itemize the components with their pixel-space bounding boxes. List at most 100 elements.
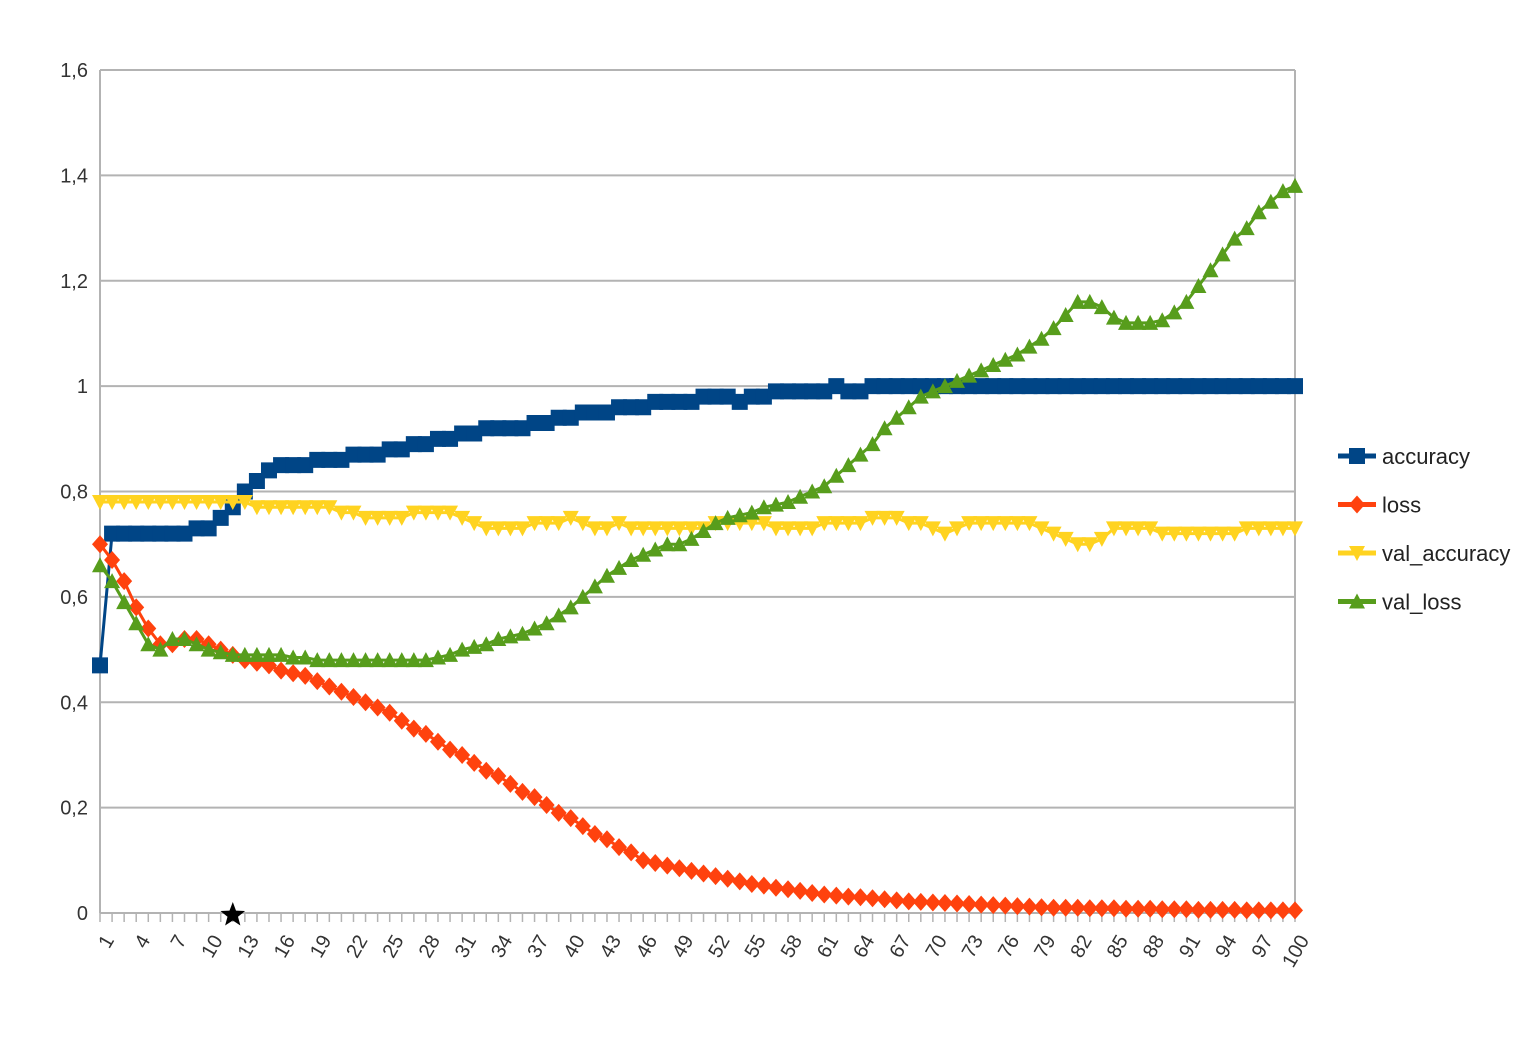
val-loss-point <box>526 620 543 636</box>
loss-point <box>1238 901 1255 920</box>
loss-point <box>876 890 893 909</box>
loss-point <box>140 619 157 638</box>
loss-point <box>1057 898 1074 917</box>
accuracy-point <box>128 525 145 542</box>
loss-point <box>985 896 1002 915</box>
val-accuracy-point <box>248 500 265 516</box>
accuracy-point <box>731 393 748 410</box>
loss-point <box>586 824 603 843</box>
val-loss-point <box>936 378 953 394</box>
loss-point <box>345 687 362 706</box>
accuracy-point <box>671 393 688 410</box>
x-tick-label: 4 <box>131 932 156 953</box>
val-loss-point <box>442 646 459 662</box>
x-axis: 1 4 7 10 13 16 19 22 25 28 31 34 37 40 43 46 49 52 55 58 61 6… <box>94 913 1314 971</box>
loss-point <box>1142 899 1159 918</box>
x-tick-label: 28 <box>415 932 445 962</box>
loss-point <box>755 876 772 895</box>
loss-point <box>912 892 929 911</box>
accuracy-point <box>598 404 615 421</box>
val-loss-point <box>200 641 217 657</box>
val-accuracy-point <box>128 495 145 511</box>
loss-point <box>671 859 688 878</box>
val-accuracy-point <box>357 510 374 526</box>
val-accuracy-point <box>188 495 205 511</box>
val-loss-point <box>164 631 181 647</box>
accuracy-point <box>1093 378 1110 395</box>
loss-point <box>1214 900 1231 919</box>
x-tick-label: 82 <box>1067 932 1097 962</box>
loss-point <box>973 895 990 914</box>
val-accuracy-point <box>309 500 326 516</box>
val-loss-point <box>116 594 133 610</box>
loss-point <box>1226 900 1243 919</box>
loss-point <box>707 867 724 886</box>
accuracy-point <box>683 393 700 410</box>
loss-point <box>1009 897 1026 916</box>
val-accuracy-point <box>1057 531 1074 547</box>
val-accuracy-point <box>152 495 169 511</box>
loss-point <box>1154 900 1171 919</box>
val-accuracy-point <box>1226 526 1243 542</box>
loss-point <box>695 864 712 883</box>
accuracy-point <box>164 525 181 542</box>
val-accuracy-point <box>442 505 459 521</box>
val-loss-point <box>707 515 724 531</box>
accuracy-point <box>1274 378 1291 395</box>
val-accuracy-point <box>840 516 857 532</box>
val-loss-point <box>1009 346 1026 362</box>
accuracy-point <box>538 415 555 432</box>
val-accuracy-point <box>973 516 990 532</box>
x-tick-label: 85 <box>1103 932 1133 962</box>
val-accuracy-point <box>586 521 603 537</box>
val-accuracy-point <box>466 516 483 532</box>
val-loss-point <box>731 507 748 523</box>
val-accuracy-point <box>1081 537 1098 553</box>
loss-point <box>405 719 422 738</box>
val-accuracy-point <box>526 516 543 532</box>
loss-point <box>381 703 398 722</box>
x-tick-label: 73 <box>958 932 988 962</box>
accuracy-point <box>1021 378 1038 395</box>
val-loss-point <box>973 362 990 378</box>
loss-line <box>98 543 1295 912</box>
x-tick-label: 97 <box>1248 932 1278 962</box>
accuracy-point <box>635 399 652 416</box>
val-loss-point <box>417 652 434 668</box>
val-accuracy-point <box>1287 521 1303 537</box>
loss-point <box>647 853 664 872</box>
val-accuracy-point <box>792 521 809 537</box>
val-loss-point <box>1057 306 1074 322</box>
accuracy-point <box>1214 378 1231 395</box>
x-tick-label: 100 <box>1278 932 1314 972</box>
loss-point <box>767 878 784 897</box>
val-accuracy-point <box>574 516 591 532</box>
val-loss-point <box>574 588 591 604</box>
accuracy-point <box>1202 378 1219 395</box>
x-tick-label: 55 <box>741 932 771 962</box>
accuracy-point <box>248 472 265 489</box>
val-accuracy-point <box>1105 521 1122 537</box>
val-accuracy-point <box>321 500 338 516</box>
x-tick-label: 16 <box>270 932 300 962</box>
val-loss-point <box>949 372 966 388</box>
accuracy-point <box>550 409 567 426</box>
val-accuracy-point <box>345 505 362 521</box>
val-loss-point <box>695 523 712 539</box>
y-tick-label: 0,2 <box>60 798 88 820</box>
loss-point <box>562 809 579 828</box>
val-accuracy-point <box>743 516 760 532</box>
accuracy-point <box>381 441 398 458</box>
legend-item-val-accuracy: val_accuracy <box>1338 541 1510 566</box>
series-accuracy <box>92 378 1303 674</box>
val-accuracy-point <box>417 505 434 521</box>
val-accuracy-point <box>381 510 398 526</box>
val-accuracy-point <box>876 510 893 526</box>
val-loss-point <box>900 399 917 415</box>
x-tick-label: 22 <box>342 932 372 962</box>
accuracy-point <box>973 378 990 395</box>
val-accuracy-point <box>623 521 640 537</box>
accuracy-point <box>562 409 579 426</box>
x-tick-label: 79 <box>1030 932 1060 962</box>
val-accuracy-point <box>1262 521 1279 537</box>
